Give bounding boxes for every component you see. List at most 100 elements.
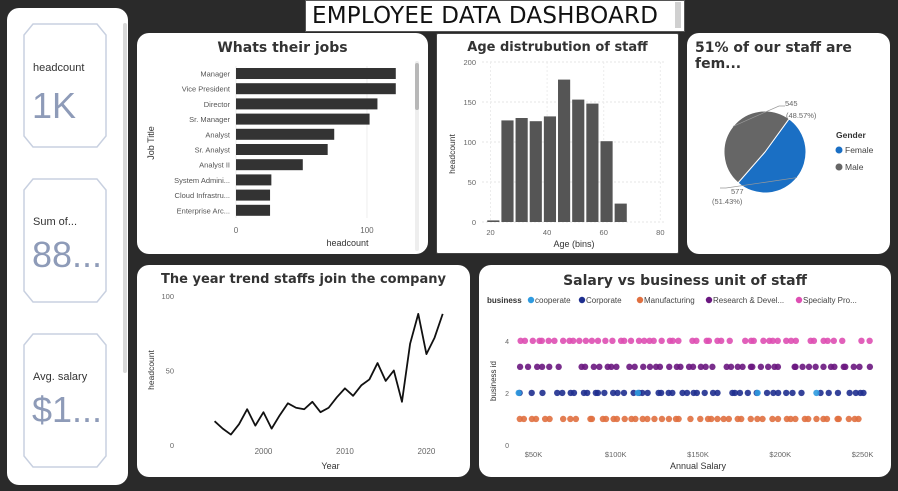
- legend-marker: [835, 146, 843, 154]
- scatter-point: [634, 389, 642, 397]
- x-tick-label: $100K: [605, 450, 627, 459]
- scatter-point: [770, 389, 777, 397]
- kpi-value: 1K: [32, 85, 77, 126]
- y-tick-label: Sr. Analyst: [195, 146, 231, 155]
- y-tick-label: Sr. Manager: [189, 115, 230, 124]
- scatter-point: [856, 363, 863, 371]
- scatter-point: [742, 337, 749, 345]
- bar: [236, 159, 303, 171]
- scatter-point: [658, 415, 666, 423]
- x-tick-label: $50K: [525, 450, 543, 459]
- data-label: (48.57%): [786, 111, 817, 120]
- scatter-point: [551, 337, 558, 345]
- scatter-point: [813, 415, 820, 423]
- scatter-point: [731, 389, 739, 397]
- scatter-point: [570, 389, 578, 397]
- jobs-chart-panel: Whats their jobs 0 100 Manager Vice Preside…: [137, 33, 428, 254]
- scatter-point: [764, 363, 772, 371]
- scatter-point: [576, 337, 583, 345]
- kpi-card-avg-salary[interactable]: Avg. salary $1...: [23, 333, 107, 468]
- leader-line: [732, 105, 785, 127]
- scatter-point: [658, 337, 665, 345]
- jobs-bar-chart: 0 100 Manager Vice President Director Sr. Man…: [146, 61, 419, 251]
- scatter-point: [739, 363, 746, 371]
- scatter-point: [736, 389, 744, 397]
- legend-marker: [636, 296, 644, 304]
- scatter-point: [866, 337, 873, 345]
- scatter-point: [693, 337, 700, 345]
- scatter-point: [783, 337, 790, 345]
- histogram-bar: [487, 220, 500, 222]
- scatter-point: [644, 415, 651, 423]
- scatter-point: [533, 363, 541, 371]
- scatter-point: [640, 363, 647, 371]
- chart-title: Age distrubution of staff: [467, 40, 648, 55]
- scatter-point: [539, 389, 546, 397]
- dashboard-title: EMPLOYEE DATA DASHBOARD: [312, 3, 659, 29]
- y-tick-label: Cloud Infrastru...: [175, 191, 230, 200]
- scatter-point: [834, 389, 842, 397]
- chart-title: The year trend staffs join the company: [161, 272, 446, 287]
- scatter-point: [521, 337, 529, 345]
- histogram-bar: [515, 118, 528, 222]
- scatter-point: [749, 363, 756, 371]
- kpi-card-frame: [23, 23, 107, 148]
- scatter-point: [866, 363, 874, 371]
- scatter-point: [621, 415, 628, 423]
- scatter-point: [559, 389, 566, 397]
- scatter-point: [584, 389, 591, 397]
- scatter-point: [783, 389, 790, 397]
- dashboard-header: EMPLOYEE DATA DASHBOARD: [305, 0, 685, 32]
- scatter-point: [609, 337, 616, 345]
- scatter-point: [675, 337, 682, 345]
- scatter-point: [769, 415, 776, 423]
- scatter-point: [567, 415, 574, 423]
- kpi-card-frame: [23, 178, 107, 303]
- kpi-scrollbar[interactable]: [123, 23, 127, 373]
- scatter-point: [594, 337, 602, 345]
- scatter-point: [639, 389, 646, 397]
- scatter-point: [702, 363, 709, 371]
- scatter-point: [754, 389, 761, 397]
- x-tick-label: 80: [656, 228, 664, 237]
- x-tick-label: 100: [360, 226, 374, 235]
- scatter-point: [553, 389, 561, 397]
- y-tick-label: Manager: [200, 70, 230, 79]
- kpi-card-headcount[interactable]: headcount 1K: [23, 23, 107, 148]
- scatter-point: [602, 415, 610, 423]
- y-tick-label: 100: [161, 292, 174, 301]
- y-axis-title: headcount: [447, 134, 457, 174]
- histogram-bar: [572, 99, 585, 222]
- y-tick-label: 50: [166, 367, 174, 376]
- legend-label: Male: [845, 162, 864, 172]
- scatter-point: [754, 415, 761, 423]
- x-axis-title: headcount: [326, 238, 369, 248]
- y-tick-label: 0: [472, 218, 476, 227]
- scatter-point: [669, 337, 676, 345]
- scatter-point: [769, 337, 776, 345]
- scatter-point: [697, 363, 705, 371]
- scatter-point: [750, 337, 757, 345]
- scatter-point: [705, 337, 713, 345]
- scatter-point: [546, 415, 553, 423]
- y-tick-label: Analyst: [205, 130, 231, 139]
- scatter-point: [792, 415, 799, 423]
- scatter-point: [620, 389, 628, 397]
- scatter-point: [734, 363, 741, 371]
- kpi-card-sum[interactable]: Sum of... 88...: [23, 178, 107, 303]
- scatter-point: [830, 337, 837, 345]
- scatter-point: [532, 415, 540, 423]
- scatter-point: [855, 415, 862, 423]
- scatter-point: [799, 363, 806, 371]
- scatter-point: [738, 415, 745, 423]
- x-tick-label: 20: [486, 228, 494, 237]
- scatter-point: [835, 415, 842, 423]
- scatter-point: [789, 389, 796, 397]
- scatter-point: [810, 337, 818, 345]
- chart-title: Salary vs business unit of staff: [563, 273, 807, 289]
- scatter-point: [701, 389, 708, 397]
- scatter-point: [639, 415, 646, 423]
- scatter-point: [787, 337, 795, 345]
- legend-label: Female: [845, 145, 874, 155]
- scatter-point: [632, 415, 639, 423]
